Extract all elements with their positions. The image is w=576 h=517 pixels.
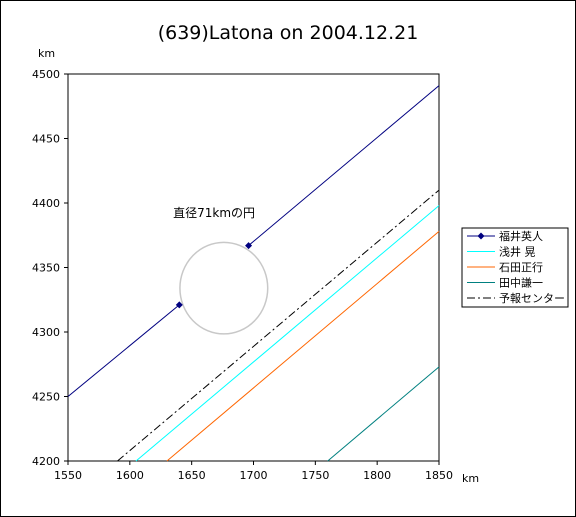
series-line-4-segment-0	[117, 189, 440, 462]
series-line-2-segment-0	[166, 230, 440, 462]
series-line-1-segment-0	[135, 205, 440, 462]
y-tick-label: 4300	[32, 326, 60, 339]
series-line-3-segment-0	[327, 366, 440, 462]
legend-label-3: 田中謙一	[499, 277, 543, 290]
x-tick-label: 1750	[301, 469, 329, 482]
diameter-annotation: 直径71kmの円	[173, 206, 255, 220]
x-tick-label: 1600	[116, 469, 144, 482]
diameter-circle	[179, 241, 269, 335]
y-tick-label: 4500	[32, 68, 60, 81]
legend-marker-0	[477, 232, 485, 240]
x-tick-label: 1550	[54, 469, 82, 482]
legend-label-4: 予報センター	[499, 292, 565, 305]
legend-label-0: 福井英人	[499, 229, 543, 243]
y-tick-label: 4250	[32, 391, 60, 404]
y-tick-label: 4350	[32, 262, 60, 275]
y-tick-label: 4400	[32, 197, 60, 210]
x-tick-label: 1650	[178, 469, 206, 482]
plot-area	[67, 73, 440, 462]
series-line-0-segment-0	[67, 304, 180, 397]
x-axis-unit-label: km	[462, 472, 479, 485]
legend-label-2: 石田正行	[499, 261, 543, 274]
x-tick-label: 1850	[425, 469, 453, 482]
chart-title: (639)Latona on 2004.12.21	[158, 22, 419, 44]
y-tick-label: 4200	[32, 455, 60, 468]
series-line-0-segment-1	[248, 85, 440, 246]
legend-label-1: 浅井 晃	[499, 245, 536, 259]
x-tick-label: 1700	[240, 469, 268, 482]
y-tick-label: 4450	[32, 133, 60, 146]
series-point-0-1	[245, 242, 253, 250]
x-tick-label: 1800	[363, 469, 391, 482]
y-axis-unit-label: km	[38, 47, 55, 60]
series-point-0-0	[175, 301, 183, 309]
